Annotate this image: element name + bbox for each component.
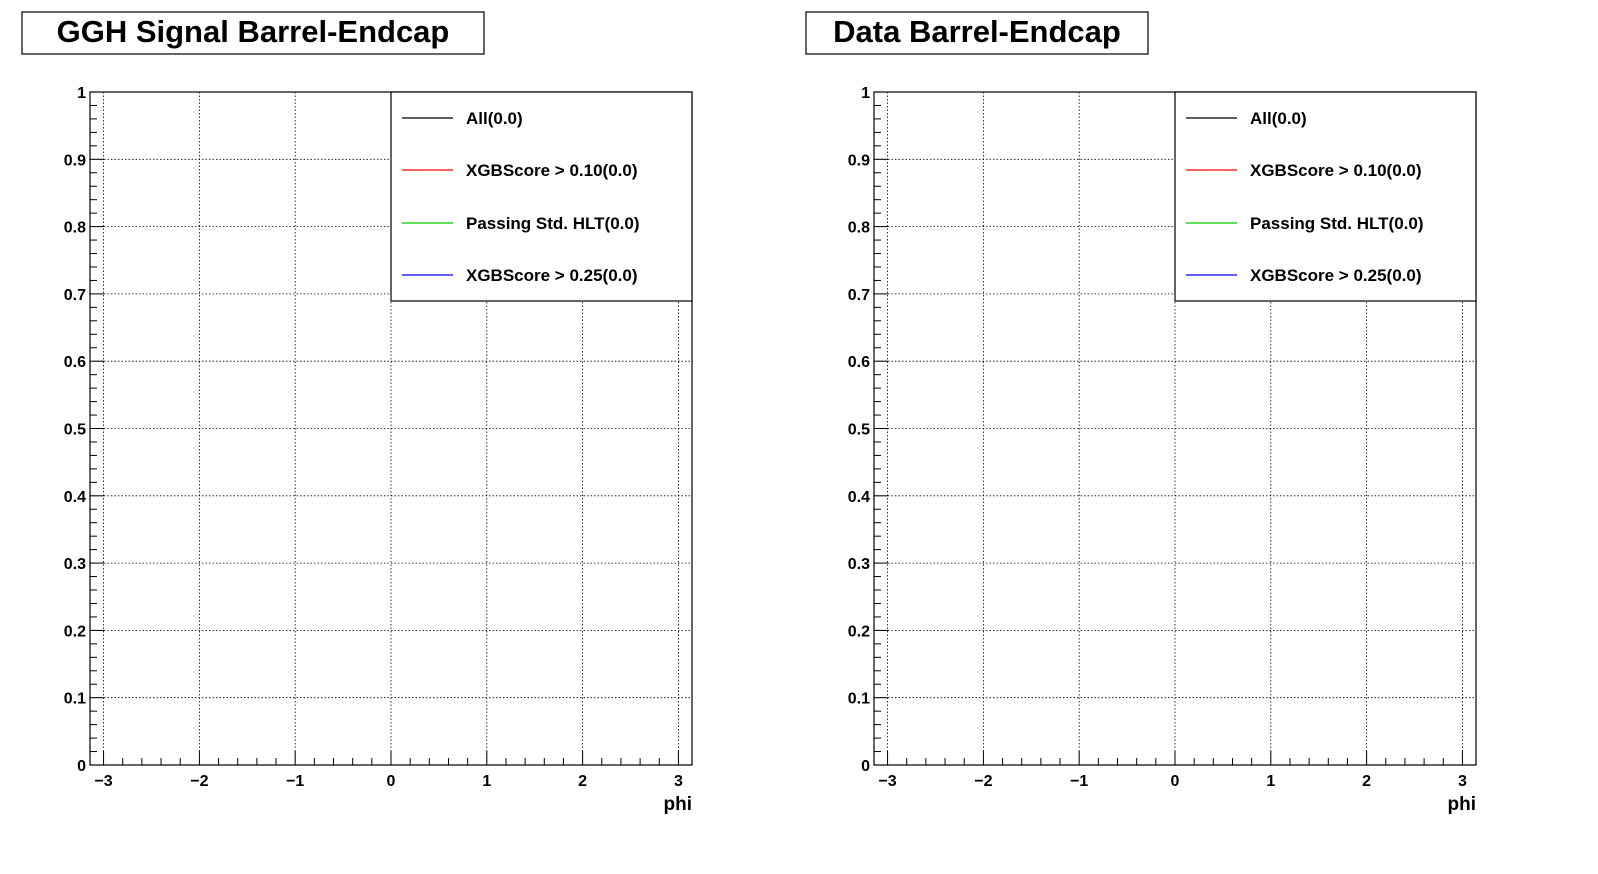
x-axis-title: phi — [664, 794, 693, 815]
x-tick-label: −3 — [94, 773, 112, 790]
x-tick-label: −2 — [190, 773, 208, 790]
chart-panel-2: Data Barrel-Endcap 0 0.1 0.2 0.3 0.4 0.5 0.6 0.7… — [805, 11, 1477, 815]
legend-label-4: XGBScore > 0.25(0.0) — [1250, 266, 1422, 285]
y-tick-label: 0.7 — [64, 287, 86, 304]
y-tick-label: 0.4 — [64, 489, 86, 506]
y-tick-label: 0.4 — [848, 489, 870, 506]
y-tick-label: 0.2 — [848, 623, 870, 640]
legend-label-2: XGBScore > 0.10(0.0) — [1250, 161, 1422, 180]
legend-label-1: All(0.0) — [466, 109, 523, 128]
y-tick-label: 1 — [861, 85, 870, 102]
chart-title: Data Barrel-Endcap — [833, 14, 1121, 49]
y-tick-label: 0.9 — [848, 152, 870, 169]
y-tick-label: 0.3 — [848, 556, 870, 573]
x-tick-label: −3 — [878, 773, 896, 790]
x-axis-title: phi — [1448, 794, 1477, 815]
y-tick-label: 0.1 — [64, 691, 86, 708]
x-tick-label: −1 — [1070, 773, 1088, 790]
x-tick-label: −2 — [974, 773, 992, 790]
y-tick-label: 1 — [77, 85, 86, 102]
y-tick-label: 0.2 — [64, 623, 86, 640]
y-tick-label: 0.3 — [64, 556, 86, 573]
legend-label-3: Passing Std. HLT(0.0) — [466, 214, 640, 233]
x-tick-label: 3 — [674, 773, 683, 790]
x-tick-label: 2 — [1362, 773, 1371, 790]
x-tick-label: 2 — [578, 773, 587, 790]
chart-title-box — [21, 11, 485, 55]
y-tick-label: 0.1 — [848, 691, 870, 708]
y-tick-label: 0.7 — [848, 287, 870, 304]
legend-box — [390, 91, 693, 302]
x-tick-label: 0 — [387, 773, 396, 790]
chart-title: GGH Signal Barrel-Endcap — [57, 14, 450, 49]
y-tick-label: 0.5 — [64, 422, 86, 439]
x-tick-label: 1 — [482, 773, 491, 790]
legend-box — [1174, 91, 1477, 302]
y-tick-label: 0.6 — [848, 354, 870, 371]
y-tick-label: 0 — [861, 758, 870, 775]
legend-label-4: XGBScore > 0.25(0.0) — [466, 266, 638, 285]
legend-label-2: XGBScore > 0.10(0.0) — [466, 161, 638, 180]
x-tick-label: 0 — [1171, 773, 1180, 790]
y-tick-label: 0.8 — [64, 220, 86, 237]
chart-panel-1: GGH Signal Barrel-Endcap 0 0.1 0.2 0.3 0.4 0.5… — [21, 11, 693, 815]
y-tick-label: 0.8 — [848, 220, 870, 237]
y-tick-label: 0 — [77, 758, 86, 775]
legend-label-1: All(0.0) — [1250, 109, 1307, 128]
y-tick-label: 0.5 — [848, 422, 870, 439]
x-tick-label: 3 — [1458, 773, 1467, 790]
x-tick-label: −1 — [286, 773, 304, 790]
chart-title-box — [805, 11, 1149, 55]
x-tick-label: 1 — [1266, 773, 1275, 790]
y-tick-label: 0.9 — [64, 152, 86, 169]
legend-label-3: Passing Std. HLT(0.0) — [1250, 214, 1424, 233]
y-tick-label: 0.6 — [64, 354, 86, 371]
